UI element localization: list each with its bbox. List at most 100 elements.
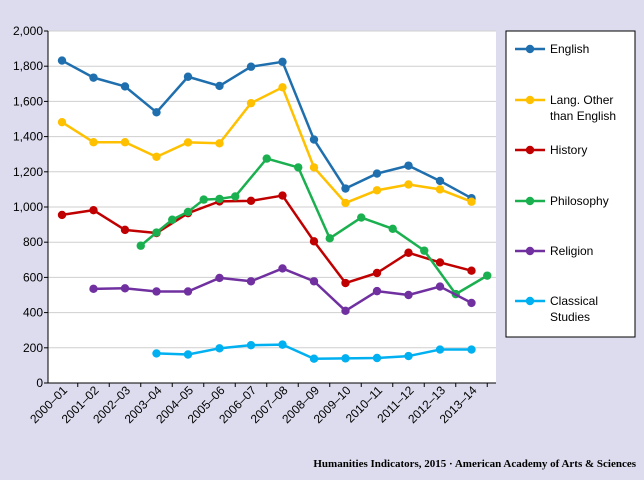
y-tick-label: 2,000 <box>13 24 43 38</box>
data-point <box>341 198 350 208</box>
data-point <box>183 138 193 147</box>
data-point <box>372 169 382 178</box>
data-point <box>89 205 98 215</box>
series-line <box>61 59 473 200</box>
data-point <box>278 57 287 66</box>
data-point <box>435 258 445 267</box>
data-point <box>183 72 193 81</box>
source-note: Humanities Indicators, 2015 · American A… <box>313 458 636 470</box>
data-point <box>120 138 130 147</box>
legend-item-philosophy: Philosophy <box>515 194 609 208</box>
data-point <box>215 81 224 91</box>
data-point <box>372 286 382 296</box>
y-axis-ticks: 0 200 400 600 800 1,000 1,200 1,400 1,600 1,800 2,… <box>13 24 48 390</box>
data-point <box>278 191 287 200</box>
y-tick-label: 400 <box>23 306 43 320</box>
data-point <box>152 108 161 117</box>
data-point <box>325 234 334 243</box>
legend-swatch-marker <box>525 95 535 105</box>
data-point <box>309 163 319 172</box>
data-point <box>372 353 382 363</box>
data-point <box>152 349 161 358</box>
data-point <box>152 287 161 296</box>
data-point <box>467 266 476 275</box>
series-classical-studies <box>152 340 476 363</box>
legend-swatch-marker <box>525 145 535 155</box>
data-point <box>483 271 492 280</box>
y-tick-label: 1,200 <box>13 165 43 179</box>
data-point <box>309 354 319 363</box>
data-point <box>183 287 193 296</box>
data-point <box>309 277 319 286</box>
data-point <box>89 284 98 294</box>
legend-swatch-marker <box>525 44 535 54</box>
y-tick-label: 0 <box>36 376 43 390</box>
data-point <box>435 345 445 354</box>
data-point <box>467 298 476 308</box>
data-point <box>404 248 413 257</box>
legend-item-lang-other-than-english: Lang. Other than English <box>515 93 616 123</box>
legend-swatch-marker <box>525 246 535 256</box>
x-axis-ticks: 2000–012001–022002–032003–042004–052005–… <box>27 383 488 426</box>
data-point <box>294 163 303 172</box>
data-point <box>246 196 256 206</box>
data-point <box>341 354 350 363</box>
data-point <box>215 344 224 353</box>
data-point <box>199 195 208 204</box>
series-group <box>57 56 492 363</box>
data-point <box>246 62 256 71</box>
legend-label: Lang. Other <box>550 93 613 107</box>
data-point <box>57 117 67 127</box>
legend: English Lang. Other than English History Phi… <box>505 30 636 338</box>
legend-label: History <box>550 143 587 157</box>
data-point <box>278 264 287 273</box>
legend-item-english: English <box>515 42 589 56</box>
data-point <box>467 197 476 206</box>
legend-item-religion: Religion <box>515 244 593 258</box>
data-point <box>120 284 130 293</box>
data-point <box>404 161 413 170</box>
legend-box <box>505 30 636 338</box>
legend-label: than English <box>550 109 616 123</box>
data-point <box>262 154 271 163</box>
data-point <box>341 306 350 316</box>
data-point <box>152 152 161 162</box>
data-point <box>435 185 445 194</box>
data-point <box>120 82 130 91</box>
series-lang-other-than-english <box>57 83 476 208</box>
data-point <box>168 215 177 224</box>
data-point <box>388 224 397 234</box>
data-point <box>215 139 224 148</box>
y-tick-label: 1,000 <box>13 200 43 214</box>
y-tick-label: 800 <box>23 235 43 249</box>
data-point <box>215 273 224 283</box>
legend-swatch-marker <box>525 296 535 306</box>
data-point <box>404 351 413 361</box>
data-point <box>89 73 98 82</box>
data-point <box>372 268 382 278</box>
data-point <box>341 184 350 193</box>
data-point <box>404 290 413 300</box>
legend-label: Studies <box>550 310 590 324</box>
legend-label: Classical <box>550 294 598 308</box>
data-point <box>467 345 476 354</box>
data-point <box>309 237 319 246</box>
y-tick-label: 1,600 <box>13 94 43 108</box>
data-point <box>183 207 193 217</box>
data-point <box>357 213 366 222</box>
series-english <box>57 56 476 203</box>
data-point <box>278 340 287 349</box>
series-line <box>61 194 472 285</box>
legend-label: Religion <box>550 244 593 258</box>
legend-label: English <box>550 42 589 56</box>
data-point <box>309 135 319 144</box>
gridlines <box>48 30 496 349</box>
data-point <box>420 246 429 255</box>
data-point <box>120 225 130 235</box>
data-point <box>435 176 445 186</box>
legend-label: Philosophy <box>550 194 609 208</box>
series-religion <box>89 264 476 316</box>
data-point <box>246 98 256 108</box>
y-tick-label: 600 <box>23 270 43 284</box>
